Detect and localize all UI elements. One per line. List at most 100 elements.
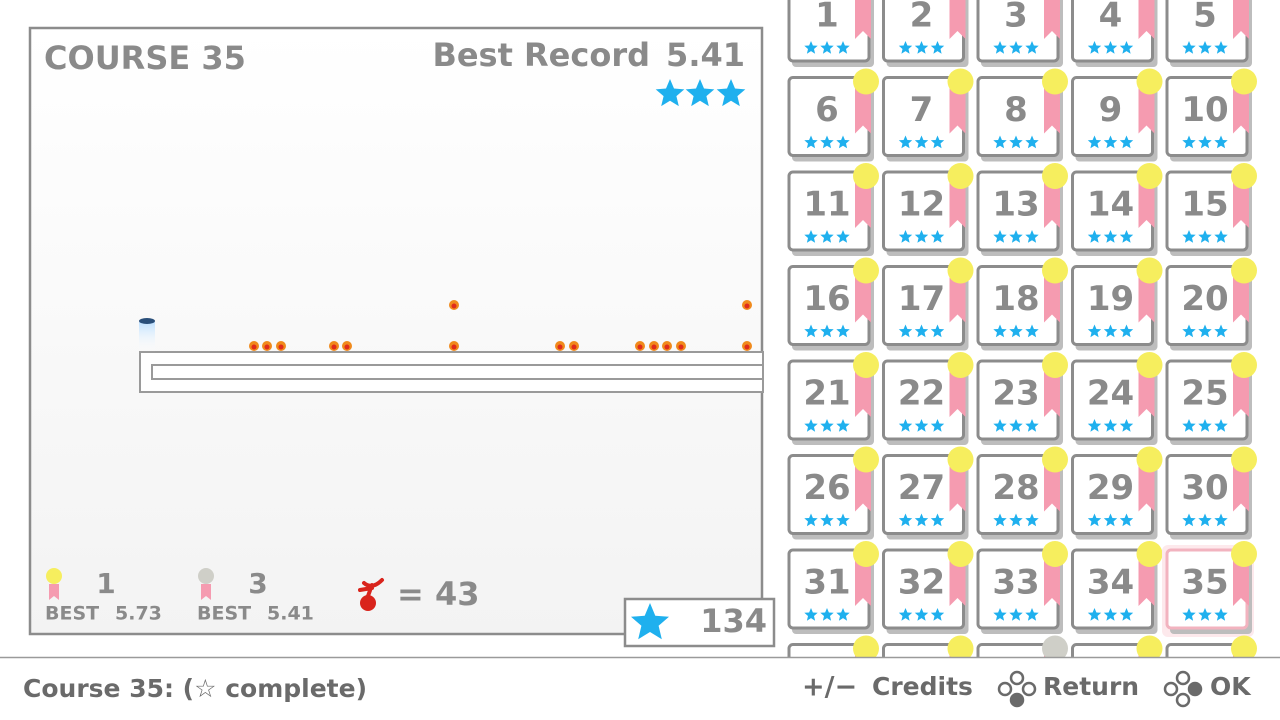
tile-star [1087, 230, 1102, 243]
course-tile[interactable]: 13 [976, 163, 1068, 256]
medal [947, 163, 974, 189]
ribbon [855, 85, 871, 134]
credits-button[interactable]: Credits [872, 672, 973, 701]
tile-star [1103, 230, 1118, 243]
ribbon [1233, 0, 1249, 39]
tile-star [804, 324, 818, 338]
medal [853, 163, 879, 189]
tile-star [914, 230, 929, 243]
medal [1136, 257, 1163, 284]
medal [1042, 257, 1068, 284]
fire-core [331, 344, 337, 350]
tile-star [1198, 513, 1212, 527]
silver-best-label: BEST [197, 603, 251, 625]
course-tile[interactable]: 22 [882, 352, 974, 445]
tile-star [820, 230, 834, 243]
course-tile[interactable]: 35 [1162, 541, 1257, 637]
tile-star [993, 419, 1007, 432]
tile-star [1198, 324, 1212, 338]
ribbon [1138, 558, 1155, 606]
medal [1042, 635, 1068, 662]
course-number: 22 [898, 374, 945, 414]
tile-star [1025, 419, 1039, 432]
course-number: 15 [1181, 185, 1228, 225]
course-tile[interactable]: 15 [1165, 163, 1257, 256]
course-tile[interactable]: 33 [976, 541, 1068, 634]
course-tile[interactable]: 3 [976, 0, 1068, 67]
course-tile[interactable]: 27 [882, 446, 974, 540]
course-tile[interactable]: 21 [787, 352, 879, 445]
course-tile[interactable]: 26 [787, 446, 879, 540]
course-tile[interactable]: 12 [882, 163, 974, 256]
course-tile[interactable]: 2 [882, 0, 974, 67]
course-tile[interactable]: 29 [1071, 446, 1163, 540]
course-tile[interactable]: 23 [976, 352, 1068, 445]
fire-core [571, 344, 577, 350]
tile-star [1025, 41, 1039, 54]
course-number: 11 [803, 185, 850, 225]
ribbon [1233, 274, 1249, 323]
player-beam [139, 322, 155, 352]
star-total: 134 [700, 602, 767, 640]
course-tile[interactable]: 5 [1165, 0, 1257, 67]
course-tile[interactable]: 18 [976, 257, 1068, 351]
tile-star [930, 419, 945, 432]
fire-core [664, 344, 670, 350]
medal [853, 352, 879, 378]
status: Course 35: (☆ complete) [23, 674, 367, 703]
course-tile[interactable]: 10 [1165, 68, 1257, 162]
return-button[interactable]: Return [1043, 672, 1139, 701]
tile-star [914, 41, 929, 54]
tile-star [1182, 135, 1196, 149]
course-tile[interactable]: 19 [1071, 257, 1163, 351]
course-tile[interactable]: 31 [787, 541, 879, 634]
course-tile[interactable]: 32 [882, 541, 974, 634]
course-number: 27 [898, 468, 945, 508]
medal [947, 257, 974, 284]
course-tile[interactable]: 16 [787, 257, 879, 351]
tile-star [1182, 608, 1196, 621]
tile-star [836, 135, 850, 149]
tile-star [1119, 324, 1134, 338]
ok-icon[interactable] [1163, 670, 1203, 708]
course-tile[interactable]: 28 [976, 446, 1068, 540]
course-tile[interactable]: 7 [882, 68, 974, 162]
medal [1042, 352, 1068, 378]
course-tile[interactable]: 14 [1071, 163, 1163, 256]
tile-star [1198, 230, 1212, 243]
course-tile[interactable]: 30 [1165, 446, 1257, 540]
ribbon [1138, 0, 1155, 39]
course-tile[interactable]: 17 [882, 257, 974, 351]
ribbon [1138, 369, 1155, 417]
course-tile[interactable]: 9 [1071, 68, 1163, 162]
course-tile[interactable]: 6 [787, 68, 879, 162]
medal [1136, 446, 1163, 473]
course-tile[interactable]: 34 [1071, 541, 1163, 634]
course-tile[interactable]: 8 [976, 68, 1068, 162]
return-icon[interactable] [997, 670, 1037, 708]
tile-star [1087, 324, 1102, 338]
ribbon [949, 369, 966, 417]
ribbon [949, 0, 966, 39]
credits-key[interactable]: +/− [802, 672, 857, 703]
medal [1042, 163, 1068, 189]
ok-button[interactable]: OK [1210, 672, 1252, 701]
silver-rank: 3 [248, 567, 267, 600]
course-title: COURSE 35 [44, 39, 246, 77]
course-tile[interactable]: 20 [1165, 257, 1257, 351]
course-tile[interactable]: 25 [1165, 352, 1257, 445]
course-number: 25 [1181, 374, 1228, 414]
course-tile[interactable]: 4 [1071, 0, 1163, 67]
course-tile[interactable]: 11 [787, 163, 879, 256]
course-tile[interactable]: 1 [787, 0, 879, 67]
ribbon [1044, 85, 1060, 134]
fire-core [264, 344, 270, 350]
tile-star [1119, 608, 1134, 621]
course-tile[interactable]: 24 [1071, 352, 1163, 445]
tile-star [836, 41, 850, 54]
tile-star [930, 513, 945, 527]
course-number: 23 [992, 374, 1039, 414]
death-count: = 43 [397, 575, 479, 613]
tile-star [820, 41, 834, 54]
